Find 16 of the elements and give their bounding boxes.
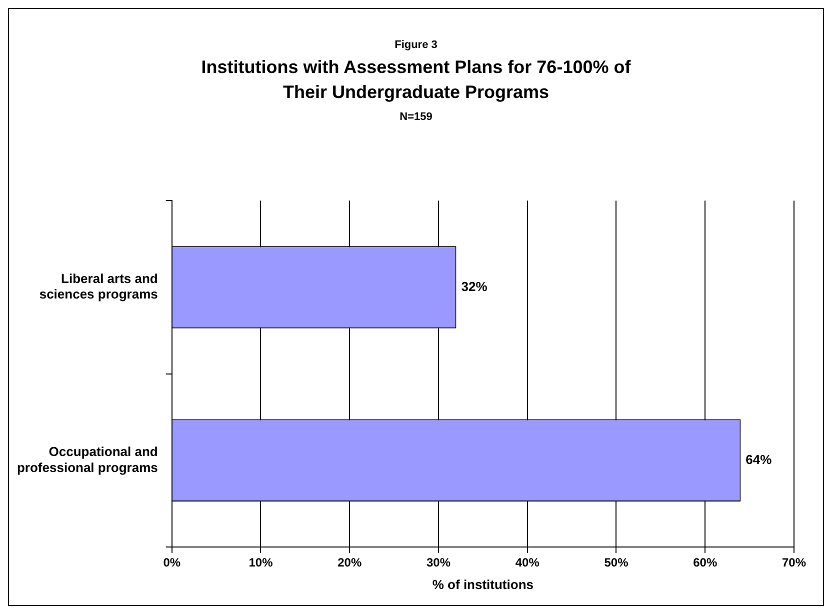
x-axis-title: % of institutions xyxy=(432,576,534,592)
data-label: 64% xyxy=(746,452,772,467)
x-tick-label: 40% xyxy=(515,556,540,570)
x-tick-label: 50% xyxy=(604,556,629,570)
y-tick-label: Occupational and professional programs xyxy=(16,444,158,475)
y-tick-label: Liberal arts and sciences programs xyxy=(39,270,158,302)
x-tick-label: 10% xyxy=(248,556,274,570)
data-label: 32% xyxy=(461,278,488,294)
chart-subtitle: N=159 xyxy=(398,111,434,123)
x-tick-label: 0% xyxy=(163,556,181,570)
x-tick-label: 20% xyxy=(338,556,362,570)
x-tick-label: 30% xyxy=(426,556,451,570)
chart-title: Institutions with Assessment Plans for 76-100% of Their Undergraduate Programs xyxy=(200,56,632,104)
caption: Figure 3 xyxy=(394,39,438,51)
x-tick-label: 70% xyxy=(782,556,806,570)
x-tick-label: 60% xyxy=(693,556,718,570)
